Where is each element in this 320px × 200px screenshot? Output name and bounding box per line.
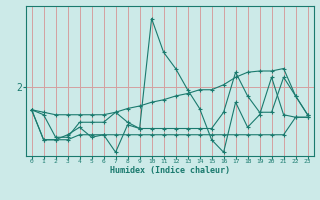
- X-axis label: Humidex (Indice chaleur): Humidex (Indice chaleur): [109, 166, 230, 175]
